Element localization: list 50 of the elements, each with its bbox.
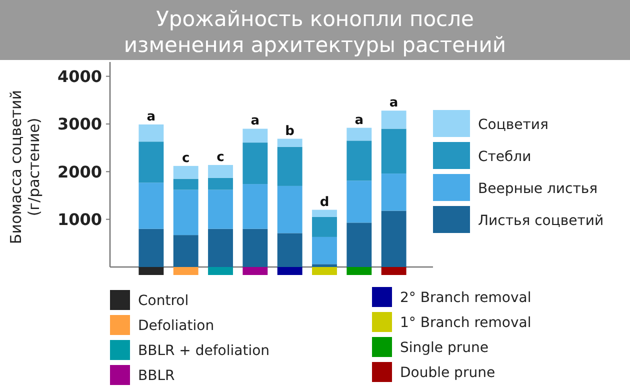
bar <box>242 128 268 143</box>
legend-label: Листья соцветий <box>478 212 604 229</box>
bar <box>138 142 164 183</box>
annotation: a <box>389 96 398 111</box>
y-tick-label: 3000 <box>57 114 102 134</box>
annotation: a <box>146 109 156 124</box>
y-tick-label: 1000 <box>57 210 102 229</box>
text: Single prune <box>400 340 488 356</box>
bar <box>208 178 233 190</box>
text: 2° Branch removal <box>400 290 532 306</box>
text: BBLR <box>138 368 176 384</box>
bar <box>138 124 164 142</box>
bar <box>138 182 164 229</box>
bar <box>312 210 337 217</box>
bar <box>381 174 406 211</box>
bar <box>277 138 302 147</box>
annotation: c <box>216 150 224 165</box>
legend-label: Веерные листья <box>478 180 598 197</box>
bar <box>208 190 233 229</box>
bar <box>242 184 268 229</box>
bar <box>312 216 337 237</box>
text: BBLR + defoliation <box>138 342 270 359</box>
bar <box>277 146 302 186</box>
y-axis-title: Биомасса соцветий (г/растение) <box>7 90 43 244</box>
legend-label: Стебли <box>478 148 532 165</box>
bar <box>173 166 198 179</box>
text: Defoliation <box>138 318 214 334</box>
text: 1° Branch removal <box>400 314 532 331</box>
legend-label: Соцветия <box>478 116 548 133</box>
bar <box>277 186 302 234</box>
bar <box>208 164 233 178</box>
bar <box>346 180 372 223</box>
annotation: d <box>320 194 330 210</box>
y-tick-label: 2000 <box>57 162 102 182</box>
y-tick-label: 4000 <box>57 66 102 86</box>
bar <box>242 142 268 184</box>
text: Double prune <box>400 364 496 381</box>
bar <box>346 128 372 141</box>
annotation: b <box>285 124 294 139</box>
bar <box>381 110 406 129</box>
bar <box>346 140 372 181</box>
text: Control <box>138 292 189 309</box>
bar <box>173 178 198 190</box>
annotation: a <box>250 114 260 129</box>
bar <box>381 128 406 174</box>
bar <box>312 236 337 264</box>
bar <box>173 190 198 236</box>
annotation: a <box>354 112 364 128</box>
chart-title: Урожайность конопли после изменения архитектуры растений <box>124 7 506 57</box>
annotation: c <box>182 150 190 166</box>
